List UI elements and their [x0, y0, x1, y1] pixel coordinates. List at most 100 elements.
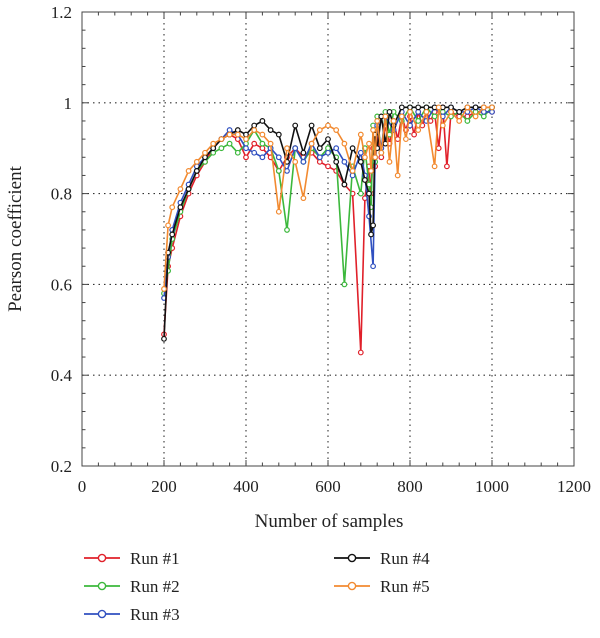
legend-swatch-marker: [347, 553, 357, 563]
data-point: [362, 177, 368, 183]
data-point: [333, 127, 340, 133]
data-point: [489, 108, 495, 115]
data-point: [243, 145, 249, 152]
data-point: [349, 167, 356, 174]
data-point: [226, 127, 233, 133]
data-point: [398, 113, 405, 120]
data-point: [275, 167, 282, 174]
y-tick-label: 0.8: [51, 185, 72, 204]
data-point: [431, 113, 438, 120]
data-point: [439, 122, 446, 129]
data-point: [259, 140, 266, 147]
y-tick-label: 1: [64, 94, 73, 113]
x-tick-label: 1000: [475, 477, 509, 496]
data-point: [300, 195, 307, 202]
data-point: [292, 145, 299, 152]
tick-labels: 0 200 400 600 800 1000 1200 0.2 0.4 0.6 0.8 1 1.2: [51, 3, 591, 496]
legend-item: Run #5: [334, 577, 430, 596]
x-axis-title: Number of samples: [255, 511, 404, 532]
data-point: [444, 163, 450, 170]
legend-swatch-marker: [97, 609, 107, 619]
data-point: [366, 140, 372, 147]
data-point: [325, 149, 331, 156]
data-point: [325, 122, 331, 129]
data-point: [275, 154, 282, 161]
data-point: [300, 149, 307, 156]
data-point: [423, 108, 430, 115]
data-point: [357, 149, 364, 156]
data-point: [372, 154, 379, 161]
data-point: [325, 163, 331, 170]
data-point: [193, 158, 200, 165]
data-point: [386, 108, 393, 115]
data-point: [177, 186, 184, 192]
data-point: [341, 281, 348, 288]
data-point: [325, 145, 331, 152]
data-point: [259, 118, 266, 124]
y-tick-label: 0.4: [51, 366, 73, 385]
data-point: [362, 154, 368, 161]
data-point: [370, 127, 377, 133]
data-point: [275, 131, 282, 138]
y-tick-label: 0.2: [51, 457, 72, 476]
legend-item: Run #2: [84, 577, 180, 596]
data-point: [251, 122, 258, 129]
data-point: [386, 158, 393, 165]
data-point: [333, 158, 340, 165]
legend-item: Run #4: [334, 549, 430, 568]
data-point: [370, 263, 377, 270]
data-point: [259, 154, 266, 161]
data-point: [472, 104, 479, 111]
data-point: [480, 113, 487, 120]
data-point: [226, 131, 233, 138]
data-point: [234, 149, 241, 156]
x-tick-label: 400: [233, 477, 259, 496]
data-point: [456, 118, 463, 124]
data-point: [267, 140, 274, 147]
data-point: [300, 158, 307, 165]
data-point: [325, 136, 331, 143]
data-point: [267, 127, 274, 133]
data-point: [398, 104, 405, 111]
data-point: [161, 335, 167, 342]
legend-label: Run #1: [130, 549, 180, 568]
data-point: [370, 222, 377, 229]
data-point: [374, 118, 381, 124]
data-point: [456, 108, 463, 115]
data-point: [357, 349, 364, 356]
data-point: [251, 127, 258, 133]
legend-label: Run #5: [380, 577, 430, 596]
axis-ticks: [81, 11, 575, 467]
data-point: [292, 158, 299, 165]
x-tick-label: 1200: [557, 477, 591, 496]
data-point: [407, 108, 413, 115]
data-point: [169, 204, 176, 211]
data-point: [415, 108, 422, 115]
data-point: [382, 113, 389, 120]
legend-swatch-marker: [347, 581, 357, 591]
data-point: [284, 167, 290, 174]
data-point: [218, 136, 225, 143]
series-layer: [161, 104, 495, 356]
data-point: [177, 204, 184, 211]
data-point: [415, 104, 422, 111]
data-point: [489, 104, 495, 111]
data-point: [341, 181, 348, 188]
legend-swatch-marker: [97, 553, 107, 563]
data-point: [165, 222, 172, 229]
data-point: [284, 145, 290, 152]
legend-label: Run #3: [130, 605, 180, 624]
x-tick-label: 0: [78, 477, 87, 496]
data-point: [411, 131, 418, 138]
data-point: [448, 108, 454, 115]
data-point: [161, 286, 167, 292]
data-point: [234, 131, 241, 138]
y-tick-label: 0.6: [51, 275, 72, 294]
data-point: [407, 104, 413, 111]
data-point: [218, 145, 225, 152]
data-point: [193, 167, 200, 174]
data-point: [423, 104, 430, 111]
data-point: [243, 154, 249, 161]
data-point: [308, 140, 315, 147]
data-point: [357, 158, 364, 165]
